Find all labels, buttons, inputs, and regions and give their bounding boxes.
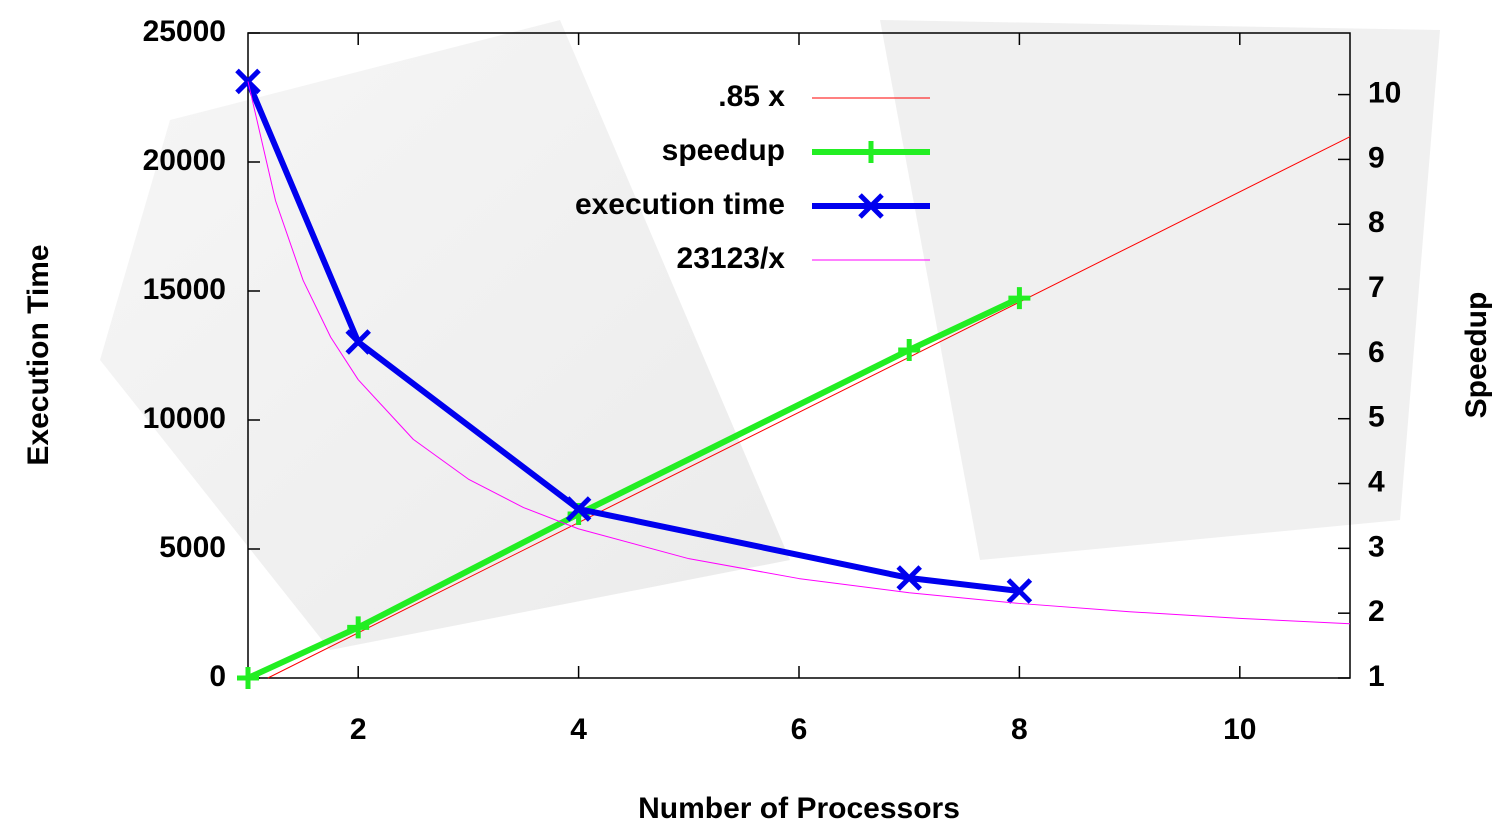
y2-axis-title: Speedup [1460,292,1493,419]
y-tick-label: 0 [209,660,226,693]
y2-tick-label: 4 [1368,465,1385,498]
x-axis-title: Number of Processors [638,792,960,825]
legend-label: 23123/x [677,242,786,275]
y2-tick-label: 9 [1368,141,1385,174]
y-axis-title: Execution Time [22,244,55,465]
y-tick-label: 10000 [143,402,226,435]
y2-tick-label: 8 [1368,206,1385,239]
y2-tick-label: 7 [1368,271,1385,304]
x-tick-label: 8 [1011,713,1028,746]
x-tick-label: 2 [350,713,367,746]
x-tick-label: 6 [791,713,808,746]
y2-tick-label: 6 [1368,336,1385,369]
y2-tick-label: 1 [1368,660,1385,693]
x-tick-label: 4 [570,713,587,746]
y2-tick-label: 10 [1368,77,1401,110]
y-tick-label: 5000 [159,531,226,564]
legend-label: speedup [662,134,785,167]
y2-tick-label: 3 [1368,530,1385,563]
y-tick-label: 20000 [143,144,226,177]
x-tick-label: 10 [1223,713,1256,746]
y2-tick-label: 2 [1368,595,1385,628]
page: Execution Time Speedup Number of Process… [0,0,1509,836]
legend-label: .85 x [718,80,785,113]
y-tick-label: 25000 [143,15,226,48]
chart: Execution Time Speedup Number of Process… [0,0,1509,836]
y2-tick-label: 5 [1368,401,1385,434]
y-tick-label: 15000 [143,273,226,306]
legend-label: execution time [575,188,785,221]
